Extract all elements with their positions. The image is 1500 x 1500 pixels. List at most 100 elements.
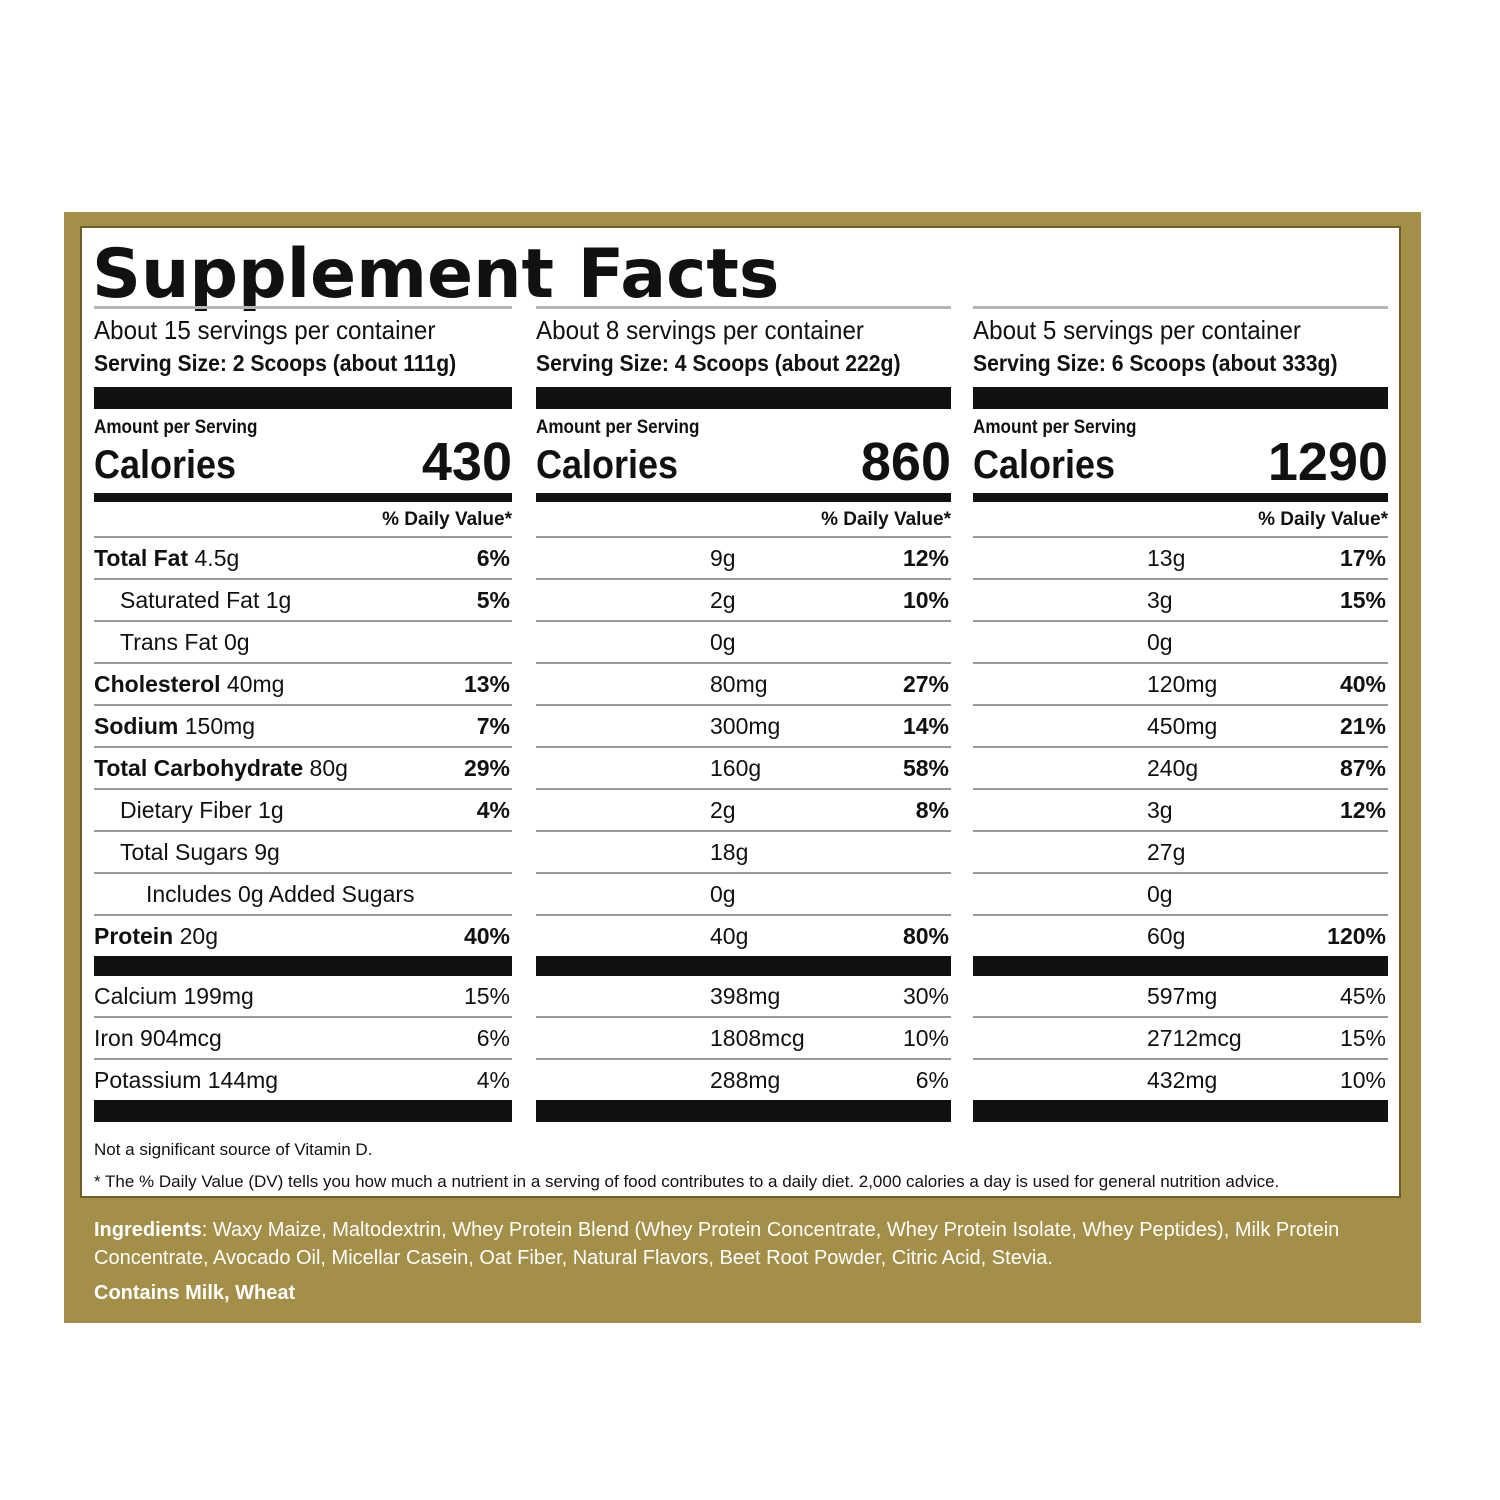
servings-per-container: About 5 servings per container (973, 315, 1301, 345)
nutrient-amount: 300mg (710, 712, 781, 739)
nutrient-amount: 450mg (1147, 712, 1218, 739)
row-calcium: Calcium 199mg 15% (94, 976, 512, 1018)
daily-value: 5% (476, 586, 510, 613)
row-sodium: 450mg 21% (973, 706, 1388, 748)
divider-thick (94, 1100, 512, 1122)
row-potassium: 288mg 6% (536, 1060, 951, 1100)
daily-value: 10% (902, 586, 949, 613)
nutrient-name: Trans Fat 0g (120, 628, 250, 655)
column-6-scoops: About 5 servings per container Serving S… (973, 306, 1388, 1122)
nutrient-amount: 60g (1147, 922, 1186, 949)
row-protein: 60g 120% (973, 916, 1388, 956)
daily-value: 87% (1339, 754, 1386, 781)
nutrient-amount: 150mg (178, 712, 256, 739)
nutrient-name: Protein (94, 922, 174, 949)
row-total-carbohydrate: Total Carbohydrate 80g 29% (94, 748, 512, 790)
divider-thin (973, 306, 1388, 309)
nutrient-amount: 432mg (1147, 1066, 1218, 1093)
row-added-sugars: Includes 0g Added Sugars (94, 874, 512, 916)
nutrient-name: Total Fat (94, 544, 189, 571)
row-potassium: 432mg 10% (973, 1060, 1388, 1100)
divider-medium (973, 493, 1388, 502)
daily-value: 30% (902, 982, 949, 1009)
nutrient-amount: 0g (1147, 628, 1173, 655)
divider-thick (973, 956, 1388, 976)
row-total-fat: Total Fat 4.5g 6% (94, 538, 512, 580)
nutrient-name: Saturated Fat 1g (120, 586, 292, 613)
row-sodium: Sodium 150mg 7% (94, 706, 512, 748)
servings-per-container: About 15 servings per container (94, 315, 436, 345)
nutrient-amount: 1808mcg (710, 1024, 805, 1051)
calories-value: 860 (860, 432, 951, 492)
daily-value: 13% (463, 670, 510, 697)
nutrient-amount: 288mg (710, 1066, 781, 1093)
servings-per-container: About 8 servings per container (536, 315, 864, 345)
daily-value-header: % Daily Value* (973, 502, 1388, 538)
row-potassium: Potassium 144mg 4% (94, 1060, 512, 1100)
row-trans-fat: 0g (536, 622, 951, 664)
row-dietary-fiber: 3g 12% (973, 790, 1388, 832)
ingredients-label: Ingredients (94, 1219, 202, 1241)
serving-size: Serving Size: 4 Scoops (about 222g) (536, 350, 901, 376)
amount-per-serving: Amount per Serving (536, 417, 700, 438)
daily-value: 14% (902, 712, 949, 739)
nutrient-name: Dietary Fiber 1g (120, 796, 284, 823)
calories-label: Calories (94, 443, 237, 487)
daily-value: 40% (1339, 670, 1386, 697)
daily-value: 45% (1339, 982, 1386, 1009)
daily-value: 6% (476, 1024, 510, 1051)
nutrient-amount: 2g (710, 586, 736, 613)
daily-value: 15% (463, 982, 510, 1009)
nutrient-amount: 120mg (1147, 670, 1218, 697)
amount-per-serving: Amount per Serving (94, 417, 258, 438)
daily-value: 12% (902, 544, 949, 571)
row-protein: Protein 20g 40% (94, 916, 512, 956)
serving-size: Serving Size: 2 Scoops (about 111g) (94, 350, 457, 376)
nutrient-amount: 0g (710, 880, 736, 907)
row-cholesterol: 120mg 40% (973, 664, 1388, 706)
row-added-sugars: 0g (536, 874, 951, 916)
calories-value: 1290 (1267, 432, 1388, 492)
row-dietary-fiber: 2g 8% (536, 790, 951, 832)
nutrient-amount: 3g (1147, 586, 1173, 613)
row-total-sugars: Total Sugars 9g (94, 832, 512, 874)
divider-thick (94, 956, 512, 976)
calories-label: Calories (536, 443, 679, 487)
daily-value: 10% (902, 1024, 949, 1051)
nutrient-amount: 40mg (220, 670, 285, 697)
nutrient-amount: 40g (710, 922, 749, 949)
nutrient-name: Calcium 199mg (94, 982, 254, 1009)
nutrient-amount: 20g (173, 922, 218, 949)
daily-value: 80% (902, 922, 949, 949)
row-saturated-fat: Saturated Fat 1g 5% (94, 580, 512, 622)
row-trans-fat: Trans Fat 0g (94, 622, 512, 664)
nutrient-name: Iron 904mcg (94, 1024, 222, 1051)
row-cholesterol: 80mg 27% (536, 664, 951, 706)
daily-value: 21% (1339, 712, 1386, 739)
nutrient-name: Sodium (94, 712, 179, 739)
daily-value: 15% (1339, 586, 1386, 613)
nutrient-amount: 2g (710, 796, 736, 823)
nutrient-amount: 240g (1147, 754, 1199, 781)
daily-value: 8% (915, 796, 949, 823)
nutrient-amount: 9g (710, 544, 736, 571)
divider-medium (536, 493, 951, 502)
divider-thick (536, 387, 951, 409)
footnote-daily-value: * The % Daily Value (DV) tells you how m… (94, 1172, 1280, 1191)
nutrient-amount: 0g (710, 628, 736, 655)
nutrient-name: Total Sugars 9g (120, 838, 280, 865)
row-dietary-fiber: Dietary Fiber 1g 4% (94, 790, 512, 832)
column-4-scoops: About 8 servings per container Serving S… (536, 306, 951, 1122)
nutrient-amount: 18g (710, 838, 749, 865)
column-2-scoops: About 15 servings per container Serving … (94, 306, 512, 1122)
daily-value: 4% (476, 1066, 510, 1093)
daily-value: 6% (915, 1066, 949, 1093)
divider-thin (94, 306, 512, 309)
allergen-statement: Contains Milk, Wheat (94, 1282, 296, 1304)
nutrient-name: Potassium 144mg (94, 1066, 279, 1093)
daily-value: 120% (1327, 922, 1386, 949)
footnote-vitamin: Not a significant source of Vitamin D. (94, 1140, 373, 1159)
ingredients-text: : Waxy Maize, Maltodextrin, Whey Protein… (94, 1219, 1340, 1269)
calories-row: Calories 1290 (973, 435, 1388, 489)
nutrient-name: Total Carbohydrate (94, 754, 304, 781)
